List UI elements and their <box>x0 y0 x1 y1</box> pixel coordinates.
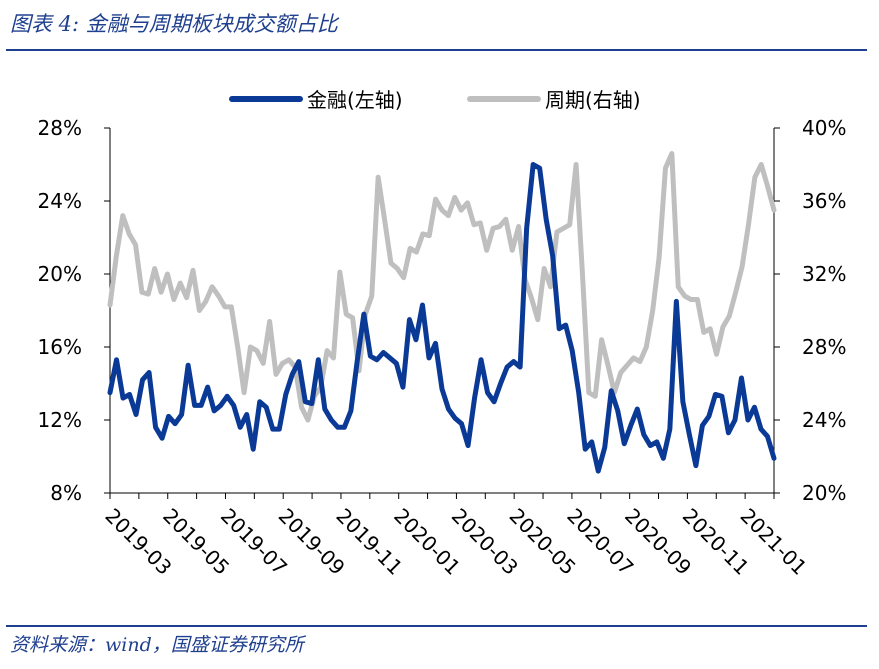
right-tick-label: 28% <box>802 335 846 359</box>
left-tick-label: 24% <box>38 189 82 213</box>
left-tick-label: 12% <box>38 408 82 432</box>
right-tick-label: 36% <box>802 189 846 213</box>
left-tick-label: 8% <box>50 481 82 505</box>
left-tick-label: 28% <box>38 116 82 140</box>
chart-axes: 8%12%16%20%24%28%20%24%28%32%36%40%2019-… <box>38 116 847 580</box>
legend-item-cyclical: 周期(右轴) <box>467 88 641 112</box>
series-line-cyclical <box>107 151 777 423</box>
right-tick-label: 40% <box>802 116 846 140</box>
chart-series-lines <box>107 151 777 474</box>
right-tick-label: 20% <box>802 481 846 505</box>
title-divider <box>6 49 867 51</box>
right-tick-label: 32% <box>802 262 846 286</box>
right-tick-label: 24% <box>802 408 846 432</box>
source-divider <box>6 625 867 627</box>
figure-source: 资料来源：wind，国盛证券研究所 <box>10 634 304 656</box>
series-line-finance <box>107 162 777 474</box>
legend-label: 周期(右轴) <box>545 88 641 112</box>
left-tick-label: 16% <box>38 335 82 359</box>
legend-item-finance: 金融(左轴) <box>229 88 403 112</box>
chart-legend: 金融(左轴) 周期(右轴) <box>229 88 641 112</box>
figure-title: 图表 4: 金融与周期板块成交额占比 <box>10 12 338 36</box>
left-tick-label: 20% <box>38 262 82 286</box>
legend-label: 金融(左轴) <box>307 88 403 112</box>
